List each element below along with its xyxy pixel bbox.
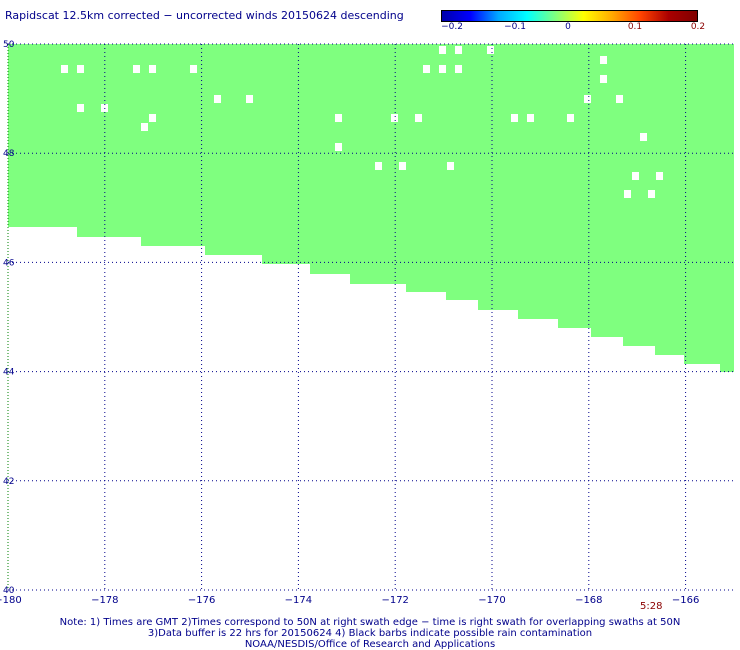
x-tick-label: −166: [672, 595, 699, 606]
x-tick-label: −174: [285, 595, 312, 606]
lat-lon-grid: [8, 43, 734, 591]
footnote-line-2: 3)Data buffer is 22 hrs for 20150624 4) …: [147, 628, 593, 639]
timestamp: 5:28: [640, 601, 663, 612]
chart-title: Rapidscat 12.5km corrected − uncorrected…: [5, 9, 404, 22]
x-tick-label: −168: [575, 595, 602, 606]
colorbar-tick: 0.2: [690, 22, 706, 32]
y-tick-label: 46: [3, 258, 15, 268]
x-tick-label: −172: [381, 595, 408, 606]
x-tick-labels: −180 −178 −176 −174 −172 −170 −168 −166: [0, 595, 699, 606]
colorbar: [441, 10, 698, 22]
y-tick-label: 50: [3, 40, 15, 50]
colorbar-tick: 0.1: [627, 22, 643, 32]
footnote-credit: NOAA/NESDIS/Office of Research and Appli…: [244, 639, 496, 650]
colorbar-tick: −0.2: [441, 22, 463, 32]
y-tick-label: 44: [3, 368, 15, 378]
x-tick-label: −178: [91, 595, 118, 606]
colorbar-tick: −0.1: [504, 22, 526, 32]
y-tick-label: 42: [3, 477, 14, 487]
y-tick-label: 40: [3, 586, 15, 596]
swath-coverage: [8, 44, 734, 372]
colorbar-tick: 0: [565, 22, 571, 32]
footnote-line-1: Note: 1) Times are GMT 2)Times correspon…: [59, 617, 681, 628]
x-tick-label: −170: [478, 595, 505, 606]
y-tick-label: 48: [3, 149, 15, 159]
x-tick-label: −176: [188, 595, 215, 606]
x-tick-label: −180: [0, 595, 22, 606]
y-tick-labels: 40 42 44 46 48 50: [3, 40, 15, 596]
missing-data-cells: [61, 46, 663, 198]
